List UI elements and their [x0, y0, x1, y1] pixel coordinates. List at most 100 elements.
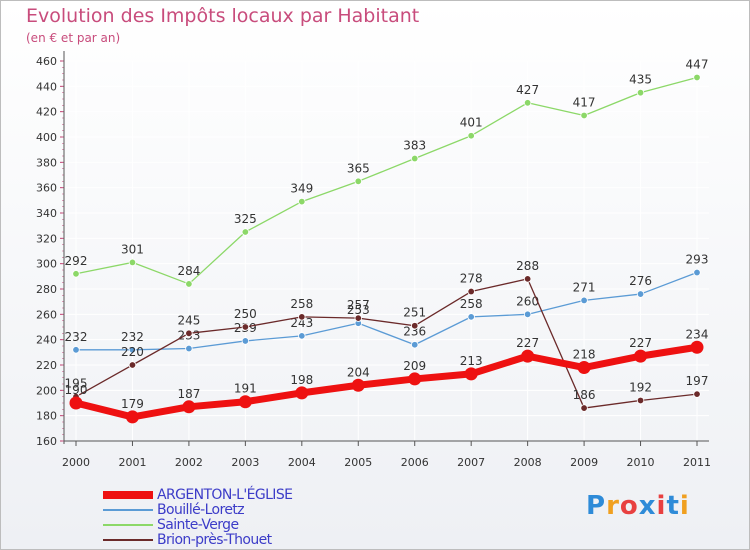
y-tick-label: 320: [36, 232, 57, 245]
x-tick-label: 2002: [175, 456, 203, 469]
data-point-bouill-loretz: [523, 310, 532, 319]
data-point-argenton-l-glise: [295, 386, 309, 400]
data-point-sainte-verge: [241, 228, 250, 236]
proxiti-logo: Proxiti: [586, 491, 690, 521]
data-label-sainte-verge: 292: [65, 254, 88, 268]
data-label-argenton-l-glise: 191: [234, 382, 257, 396]
data-label-bouill-loretz: 293: [686, 253, 709, 267]
data-label-sainte-verge: 349: [290, 182, 313, 196]
x-tick-label: 2004: [288, 456, 316, 469]
y-tick-label: 380: [36, 156, 57, 169]
data-label-sainte-verge: 435: [629, 73, 652, 87]
logo-letter: o: [619, 491, 639, 521]
data-label-bouill-loretz: 236: [403, 325, 426, 339]
data-point-sainte-verge: [580, 111, 588, 120]
x-tick-label: 2008: [514, 456, 542, 469]
data-point-brion-pr-s-thouet: [523, 275, 532, 283]
logo-letter: i: [679, 491, 690, 521]
data-label-brion-pr-s-thouet: 197: [686, 374, 709, 388]
data-label-brion-pr-s-thouet: 195: [65, 377, 88, 391]
data-point-brion-pr-s-thouet: [298, 313, 306, 321]
data-label-brion-pr-s-thouet: 251: [403, 306, 426, 320]
data-label-brion-pr-s-thouet: 192: [629, 380, 652, 394]
data-point-bouill-loretz: [241, 337, 250, 345]
data-point-bouill-loretz: [185, 344, 193, 353]
data-point-bouill-loretz: [411, 341, 419, 349]
data-point-sainte-verge: [636, 88, 645, 97]
y-tick-label: 200: [36, 384, 57, 397]
legend-swatch: [103, 491, 153, 499]
data-point-brion-pr-s-thouet: [580, 404, 588, 412]
data-label-argenton-l-glise: 204: [347, 365, 370, 379]
x-tick-label: 2007: [457, 456, 485, 469]
data-point-bouill-loretz: [693, 268, 701, 277]
y-tick-label: 440: [36, 80, 57, 93]
data-label-bouill-loretz: 243: [290, 316, 313, 330]
legend-swatch: [103, 509, 153, 511]
data-point-argenton-l-glise: [464, 367, 478, 381]
data-label-brion-pr-s-thouet: 220: [121, 345, 144, 359]
data-point-sainte-verge: [354, 177, 362, 186]
data-label-bouill-loretz: 276: [629, 274, 652, 288]
data-label-brion-pr-s-thouet: 250: [234, 307, 257, 321]
y-tick-label: 160: [36, 435, 57, 448]
data-point-sainte-verge: [467, 132, 475, 140]
x-tick-label: 2006: [401, 456, 429, 469]
data-label-sainte-verge: 325: [234, 212, 257, 226]
data-label-bouill-loretz: 271: [573, 280, 596, 294]
data-label-argenton-l-glise: 234: [686, 327, 709, 341]
y-tick-label: 360: [36, 182, 57, 195]
x-tick-label: 2010: [627, 456, 655, 469]
data-point-argenton-l-glise: [408, 372, 422, 386]
data-point-brion-pr-s-thouet: [241, 323, 250, 331]
data-label-sainte-verge: 383: [403, 139, 426, 153]
data-label-sainte-verge: 401: [460, 116, 483, 130]
data-point-bouill-loretz: [298, 332, 306, 340]
data-point-sainte-verge: [411, 154, 419, 163]
data-label-brion-pr-s-thouet: 278: [460, 272, 483, 286]
logo-letter: x: [638, 491, 657, 521]
data-label-sainte-verge: 284: [177, 264, 200, 278]
data-label-argenton-l-glise: 209: [403, 359, 426, 373]
data-point-argenton-l-glise: [577, 361, 591, 375]
legend-label: Brion-près-Thouet: [157, 532, 272, 548]
y-tick-label: 460: [36, 55, 57, 68]
data-label-brion-pr-s-thouet: 245: [177, 313, 200, 327]
data-label-sainte-verge: 301: [121, 242, 144, 256]
data-point-bouill-loretz: [128, 346, 137, 354]
x-tick-label: 2003: [231, 456, 259, 469]
data-label-sainte-verge: 427: [516, 83, 539, 97]
data-label-bouill-loretz: 232: [65, 330, 88, 344]
y-tick-label: 340: [36, 207, 57, 220]
data-point-brion-pr-s-thouet: [693, 390, 701, 398]
data-point-brion-pr-s-thouet: [636, 396, 645, 405]
data-label-bouill-loretz: 253: [347, 303, 370, 317]
data-point-argenton-l-glise: [125, 410, 139, 424]
x-tick-label: 2009: [570, 456, 598, 469]
logo-letter: t: [666, 491, 680, 521]
legend-label: ARGENTON-L'ÉGLISE: [157, 487, 293, 503]
data-point-argenton-l-glise: [182, 400, 196, 414]
data-point-sainte-verge: [72, 270, 80, 278]
legend-label: Bouillé-Loretz: [157, 502, 245, 518]
logo-letter: r: [606, 491, 620, 521]
y-tick-label: 300: [36, 258, 57, 271]
data-label-argenton-l-glise: 227: [629, 336, 652, 350]
data-label-argenton-l-glise: 187: [177, 387, 200, 401]
y-tick-label: 420: [36, 106, 57, 119]
legend-swatch: [103, 524, 153, 526]
data-point-argenton-l-glise: [351, 378, 365, 392]
x-tick-label: 2001: [118, 456, 146, 469]
data-label-sainte-verge: 417: [573, 95, 596, 109]
series-line-bouill-loretz: [75, 271, 698, 351]
data-point-bouill-loretz: [636, 290, 645, 298]
data-point-argenton-l-glise: [690, 340, 704, 354]
logo-letter: P: [586, 491, 607, 521]
data-point-argenton-l-glise: [69, 396, 83, 410]
data-point-brion-pr-s-thouet: [128, 361, 137, 369]
legend-swatch: [103, 539, 153, 541]
data-point-argenton-l-glise: [521, 349, 535, 363]
legend-label: Sainte-Verge: [157, 517, 239, 533]
chart-subtitle: (en € et par an): [26, 31, 121, 45]
